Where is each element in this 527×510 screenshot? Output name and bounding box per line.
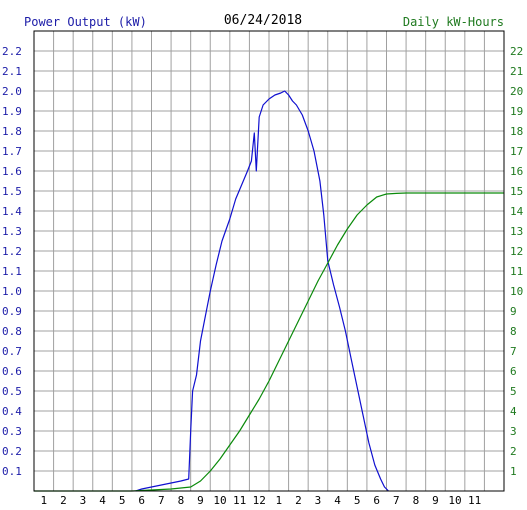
left-tick-label: 1.8: [2, 125, 22, 138]
right-tick-label: 11: [510, 265, 523, 278]
right-tick-label: 5: [510, 385, 517, 398]
left-tick-label: 0.9: [2, 305, 22, 318]
right-tick-label: 14: [510, 205, 524, 218]
x-tick-label: 1: [40, 494, 47, 507]
right-tick-label: 6: [510, 365, 517, 378]
plot-border: [33, 30, 505, 492]
left-tick-label: 1.2: [2, 245, 22, 258]
daily-kwh-line: [34, 192, 504, 492]
x-tick-label: 6: [373, 494, 380, 507]
right-axis-title: Daily kW-Hours: [403, 15, 504, 29]
x-tick-label: 8: [178, 494, 185, 507]
right-tick-label: 20: [510, 85, 523, 98]
grid: [34, 31, 504, 491]
x-tick-label: 1: [275, 494, 282, 507]
x-tick-label: 4: [334, 494, 341, 507]
x-tick-label: 8: [413, 494, 420, 507]
x-tick-label: 3: [80, 494, 87, 507]
x-tick-label: 5: [119, 494, 126, 507]
x-tick-label: 7: [158, 494, 165, 507]
x-tick-label: 2: [295, 494, 302, 507]
left-tick-label: 2.0: [2, 85, 22, 98]
x-tick-label: 3: [315, 494, 322, 507]
left-tick-label: 1.1: [2, 265, 22, 278]
right-tick-label: 18: [510, 125, 523, 138]
left-tick-label: 0.3: [2, 425, 22, 438]
x-tick-label: 2: [60, 494, 67, 507]
left-tick-label: 1.4: [2, 205, 22, 218]
x-tick-label: 11: [468, 494, 481, 507]
left-axis-title: Power Output (kW): [24, 15, 147, 29]
right-tick-label: 3: [510, 425, 517, 438]
x-tick-label: 10: [213, 494, 226, 507]
left-tick-label: 1.7: [2, 145, 22, 158]
right-tick-label: 17: [510, 145, 523, 158]
left-tick-label: 0.4: [2, 405, 22, 418]
left-tick-label: 1.0: [2, 285, 22, 298]
right-tick-label: 10: [510, 285, 523, 298]
x-tick-label: 11: [233, 494, 246, 507]
right-tick-label: 12: [510, 245, 523, 258]
right-tick-label: 22: [510, 45, 523, 58]
right-tick-label: 7: [510, 345, 517, 358]
right-tick-label: 19: [510, 105, 523, 118]
right-tick-label: 9: [510, 305, 517, 318]
left-tick-label: 0.2: [2, 445, 22, 458]
left-tick-label: 0.5: [2, 385, 22, 398]
right-tick-label: 15: [510, 185, 523, 198]
left-axis-ticks: 0.1 0.2 0.3 0.4 0.5 0.6 0.7 0.8 0.9 1.0 1.1 1.2 1.3 1…: [2, 45, 22, 478]
left-tick-label: 1.6: [2, 165, 22, 178]
x-tick-label: 12: [253, 494, 266, 507]
power-output-line: [135, 90, 389, 492]
x-axis-ticks: 1 2 3 4 5 6 7 8 9 10 11 12 1 2 3 4 5 6 7 8 9 10 11: [40, 494, 481, 507]
x-tick-label: 6: [138, 494, 145, 507]
x-tick-label: 7: [393, 494, 400, 507]
right-tick-label: 21: [510, 65, 523, 78]
x-tick-label: 5: [354, 494, 361, 507]
right-tick-label: 13: [510, 225, 523, 238]
left-tick-label: 1.3: [2, 225, 22, 238]
right-tick-label: 2: [510, 445, 517, 458]
series-lines: [34, 90, 504, 492]
x-tick-label: 9: [432, 494, 439, 507]
left-tick-label: 1.9: [2, 105, 22, 118]
right-tick-label: 4: [510, 405, 517, 418]
chart-title: 06/24/2018: [224, 13, 302, 28]
right-tick-label: 1: [510, 465, 517, 478]
left-tick-label: 1.5: [2, 185, 22, 198]
x-tick-label: 9: [197, 494, 204, 507]
left-tick-label: 2.2: [2, 45, 22, 58]
right-tick-label: 8: [510, 325, 517, 338]
right-tick-label: 16: [510, 165, 523, 178]
left-tick-label: 0.6: [2, 365, 22, 378]
left-tick-label: 0.1: [2, 465, 22, 478]
x-tick-label: 4: [99, 494, 106, 507]
x-tick-label: 10: [448, 494, 461, 507]
left-tick-label: 2.1: [2, 65, 22, 78]
left-tick-label: 0.8: [2, 325, 22, 338]
left-tick-label: 0.7: [2, 345, 22, 358]
